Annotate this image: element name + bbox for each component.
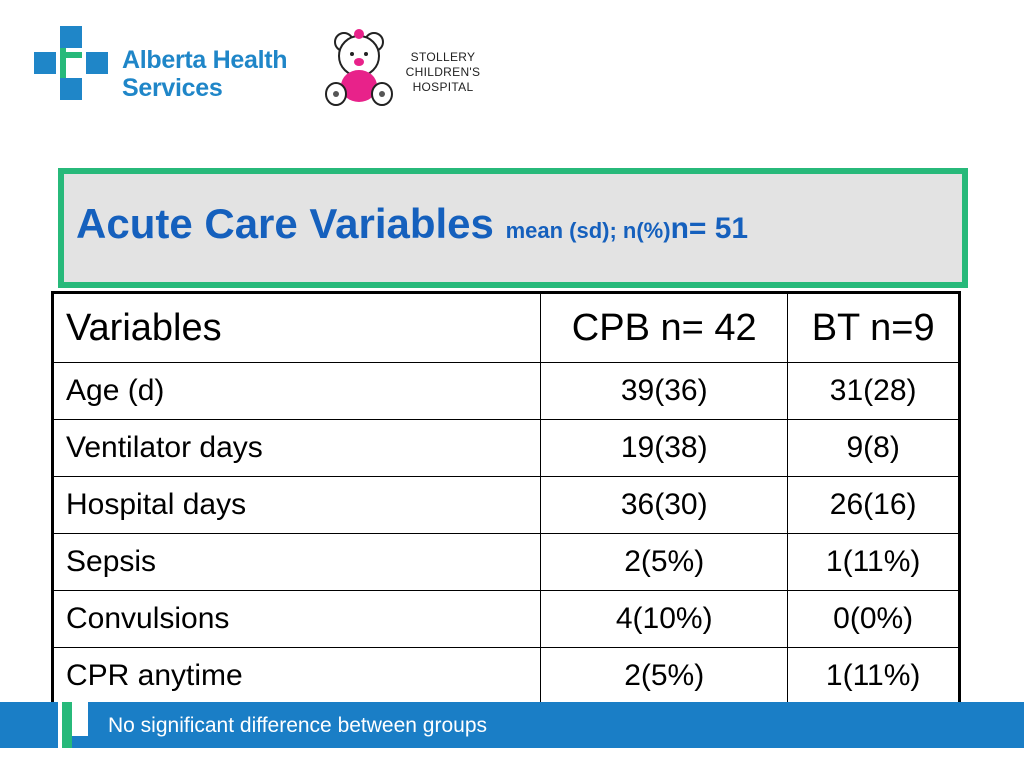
ahs-logo-line1: Alberta Health [122,46,288,74]
row-label: Hospital days [51,476,542,534]
header-variables: Variables [51,292,542,363]
row-label: Sepsis [51,533,542,591]
alberta-health-services-logo: Alberta Health Services [34,26,294,102]
row-label: CPR anytime [51,647,542,706]
teddy-bear-icon [325,29,393,106]
stollery-line2: CHILDREN'S [405,65,481,79]
header-bt: BT n=9 [787,292,960,363]
footer-logo-mark-icon [58,702,88,748]
bt-value: 0(0%) [787,590,960,648]
table-row: Ventilator days 19(38) 9(8) [51,419,960,477]
table-row: Convulsions 4(10%) 0(0%) [51,590,960,648]
cpb-value: 4(10%) [540,590,789,648]
bt-value: 31(28) [787,362,960,420]
stollery-line3: HOSPITAL [412,80,474,94]
row-label: Age (d) [51,362,542,420]
title-subtitle: mean (sd); n(%) [505,218,671,243]
cpb-value: 36(30) [540,476,789,534]
footer-bar [0,702,1024,748]
stollery-logo-text: STOLLERY CHILDREN'S HOSPITAL [402,50,484,95]
row-label: Convulsions [51,590,542,648]
stollery-childrens-hospital-logo: STOLLERY CHILDREN'S HOSPITAL [322,24,492,108]
footer-note: No significant difference between groups [108,714,488,737]
bt-value: 1(11%) [787,533,960,591]
ahs-logo-line2: Services [122,74,223,102]
row-label: Ventilator days [51,419,542,477]
acute-care-table: Variables CPB n= 42 BT n=9 Age (d) 39(36… [51,291,961,707]
header-cpb: CPB n= 42 [540,292,789,363]
title-sample-size: n= 51 [670,212,749,245]
table-header-row: Variables CPB n= 42 BT n=9 [51,292,960,363]
cpb-value: 2(5%) [540,647,789,706]
cpb-value: 39(36) [540,362,789,420]
table-row: Sepsis 2(5%) 1(11%) [51,533,960,591]
ahs-logo-text: Alberta Health Services [122,46,288,102]
cpb-value: 2(5%) [540,533,789,591]
ahs-cross-icon [34,26,108,100]
slide-title-box: Acute Care Variables mean (sd); n(%)n= 5… [58,168,968,288]
table-row: Hospital days 36(30) 26(16) [51,476,960,534]
cpb-value: 19(38) [540,419,789,477]
stollery-line1: STOLLERY [410,50,476,64]
bt-value: 26(16) [787,476,960,534]
slide-title: Acute Care Variables mean (sd); n(%)n= 5… [76,200,748,248]
table-row: Age (d) 39(36) 31(28) [51,362,960,420]
bt-value: 1(11%) [787,647,960,706]
title-main: Acute Care Variables [76,200,506,247]
table-row: CPR anytime 2(5%) 1(11%) [51,647,960,706]
bt-value: 9(8) [787,419,960,477]
